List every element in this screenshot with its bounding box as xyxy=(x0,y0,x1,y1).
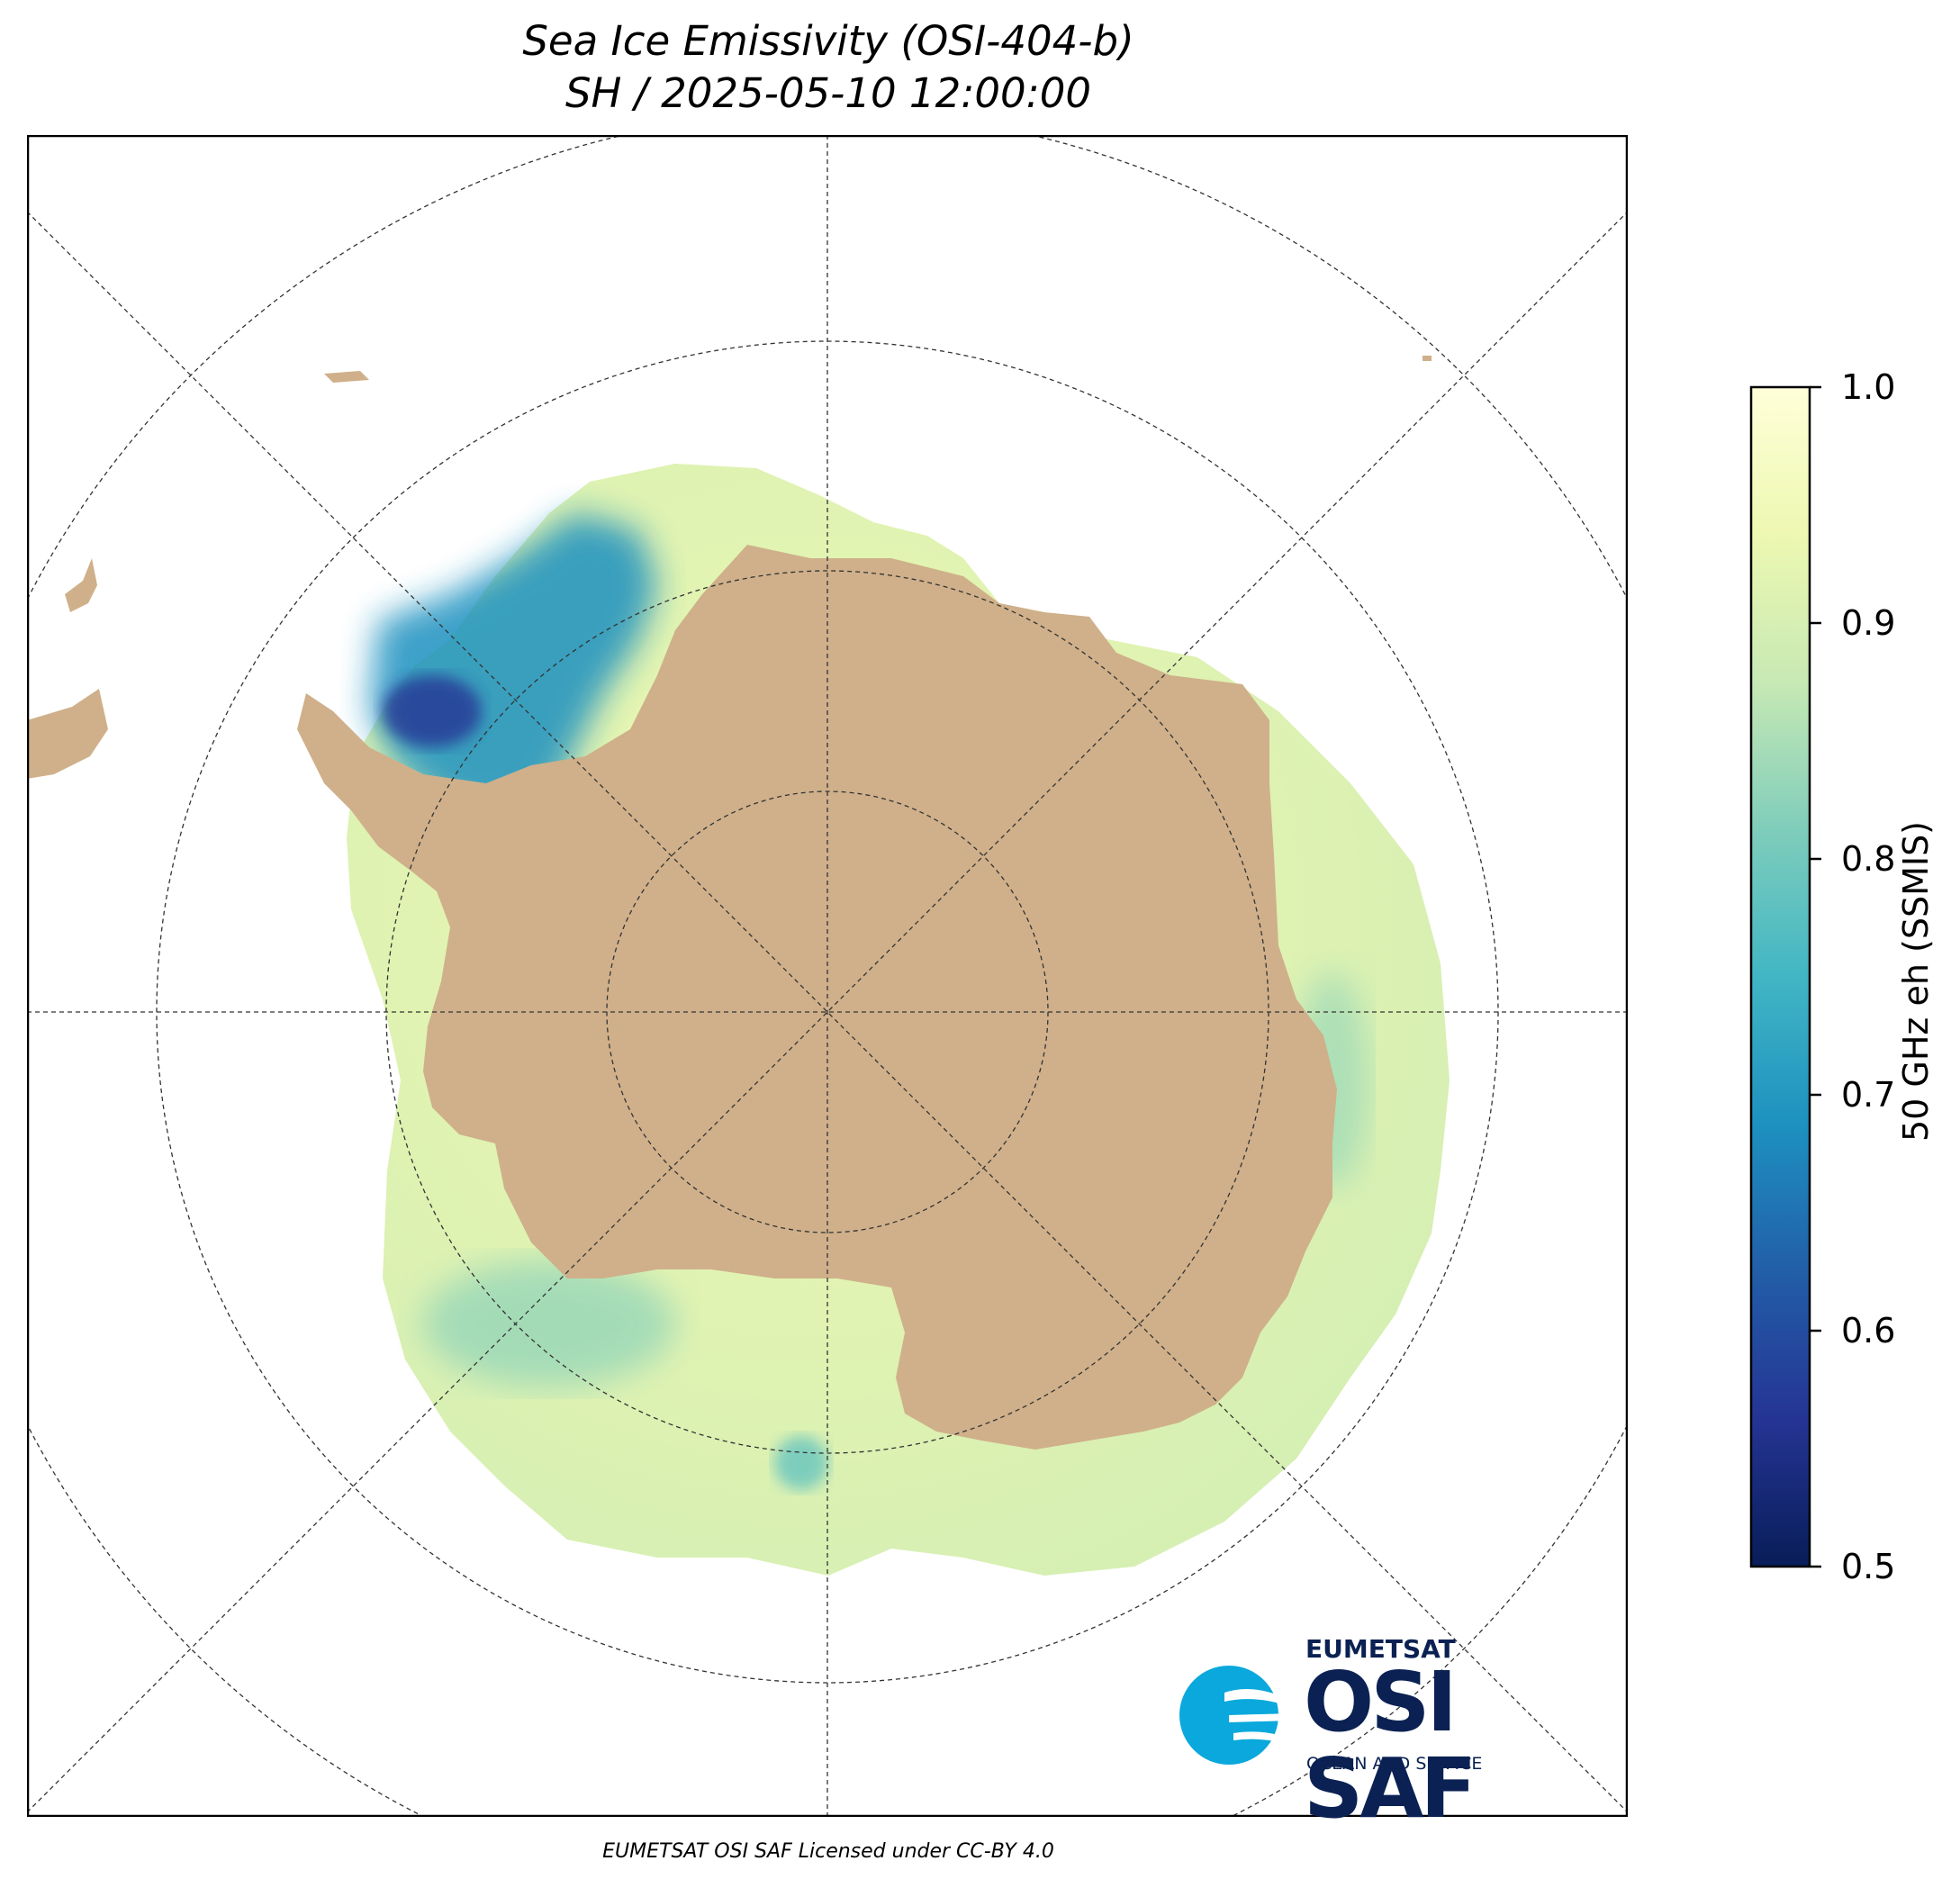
antarctica-landmass xyxy=(297,545,1337,1450)
moderate-emissivity-area xyxy=(423,1260,675,1387)
colorbar-ticks xyxy=(1810,385,1821,1568)
colorbar-tick-label: 0.8 xyxy=(1841,839,1896,879)
colorbar-tick-label: 0.7 xyxy=(1841,1075,1896,1115)
logo-org: EUMETSAT xyxy=(1305,1634,1456,1664)
chart-title: Sea Ice Emissivity (OSI-404-b) xyxy=(522,17,1134,65)
chart-subtitle: SH / 2025-05-10 12:00:00 xyxy=(565,69,1092,117)
very-low-emissivity-core xyxy=(383,675,482,747)
land-patch xyxy=(27,689,108,779)
colorbar-label: 50 GHz eh (SSMIS) xyxy=(1896,820,1936,1143)
logo-name: OSI SAF xyxy=(1304,1654,1477,1837)
colorbar-gradient xyxy=(1749,385,1811,1568)
logo-tagline: OCEAN AND SEA ICE xyxy=(1306,1754,1483,1774)
colorbar-tick-label: 0.6 xyxy=(1841,1311,1896,1351)
colorbar xyxy=(1749,385,1821,1568)
land-patch xyxy=(324,371,369,383)
land-patch xyxy=(1423,356,1432,361)
polar-map xyxy=(27,135,1628,1817)
map-frame xyxy=(27,135,1628,1817)
osisaf-logo: EUMETSAT OSI SAF OCEAN AND SEA ICE xyxy=(1175,1634,1598,1832)
colorbar-tick-label: 1.0 xyxy=(1841,367,1896,407)
osisaf-wave-icon xyxy=(1179,1666,1292,1765)
moderate-emissivity-area xyxy=(774,1436,828,1490)
colorbar-tick-label: 0.9 xyxy=(1841,603,1896,643)
land-patch xyxy=(65,558,97,612)
license-footer: EUMETSAT OSI SAF Licensed under CC-BY 4.… xyxy=(602,1840,1054,1863)
colorbar-tick-label: 0.5 xyxy=(1841,1547,1896,1586)
graticule xyxy=(27,135,1628,1817)
